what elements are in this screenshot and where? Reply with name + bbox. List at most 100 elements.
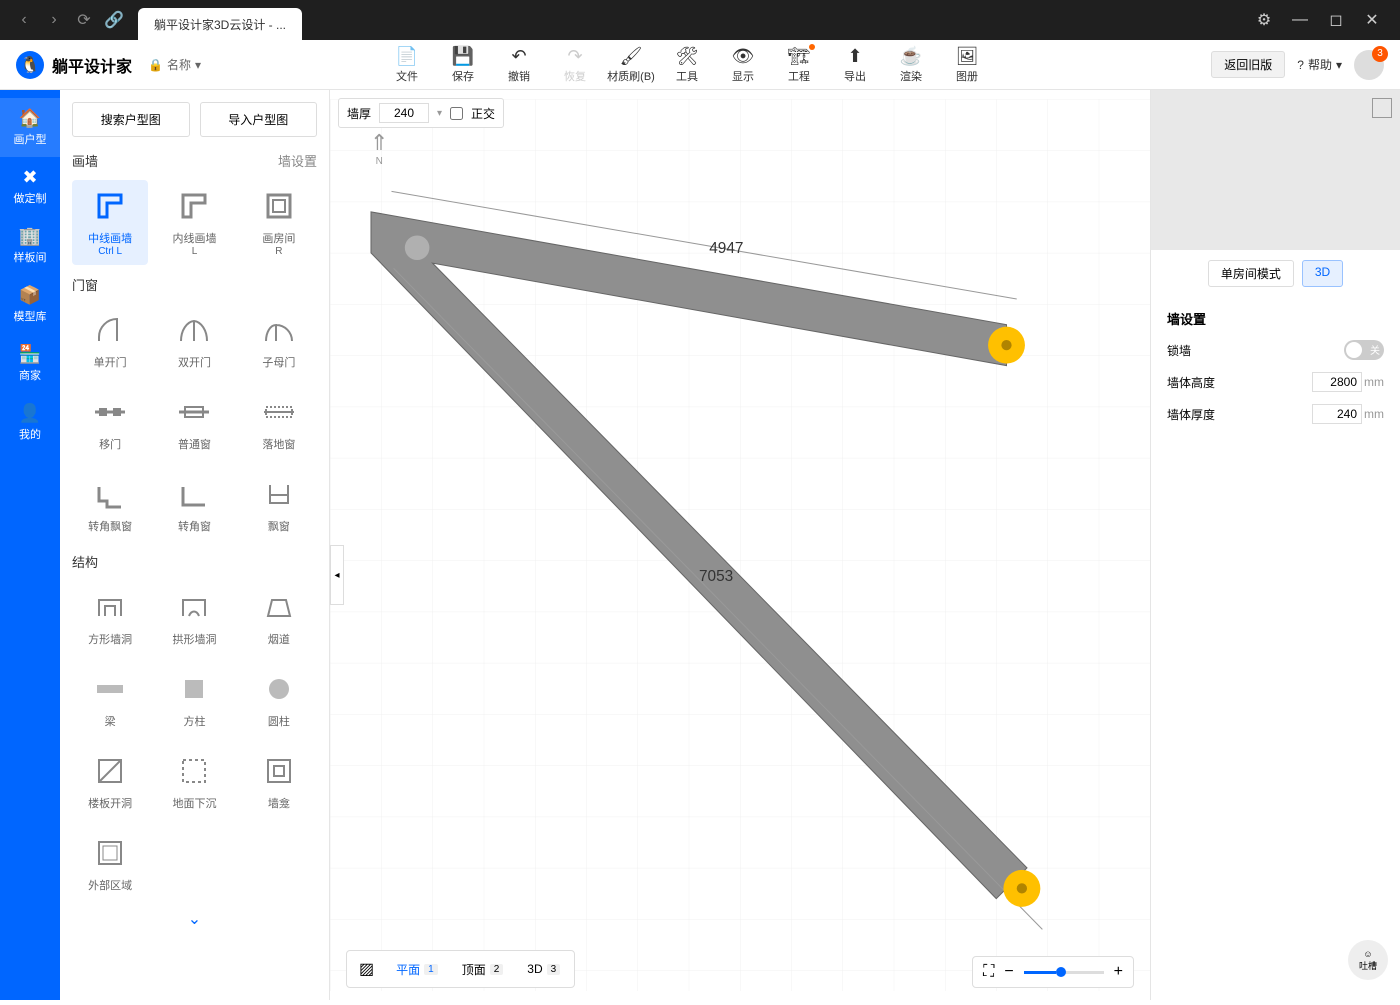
import-floorplan-button[interactable]: 导入户型图 <box>200 102 318 137</box>
tool-card[interactable]: 飘窗 <box>241 468 317 542</box>
canvas-area[interactable]: 墙厚 ▾ 正交 ⇑N ◂ <box>330 90 1150 1000</box>
tab-title: 躺平设计家3D云设计 - ... <box>154 16 286 33</box>
tool-card[interactable]: 梁 <box>72 663 148 737</box>
tool-card[interactable]: 落地窗 <box>241 386 317 460</box>
minimize-icon[interactable]: — <box>1284 4 1316 36</box>
tool-card[interactable]: 方柱 <box>156 663 232 737</box>
tool-card[interactable]: 画房间R <box>241 180 317 265</box>
tool-card[interactable]: 地面下沉 <box>156 745 232 819</box>
close-icon[interactable]: ✕ <box>1356 4 1388 36</box>
fit-icon[interactable]: ⛶ <box>983 963 994 981</box>
category-door: 门窗 <box>72 275 98 294</box>
toolbar-item[interactable]: 🛠工具 <box>661 42 713 88</box>
view-3d-button[interactable]: 3D <box>1302 260 1343 287</box>
rail-item[interactable]: 📦模型库 <box>0 275 60 334</box>
toolbar-item[interactable]: ↶撤销 <box>493 42 545 88</box>
feedback-button[interactable]: ☺吐槽 <box>1348 940 1388 980</box>
canvas-top-controls: 墙厚 ▾ 正交 <box>338 98 504 128</box>
tool-shape-icon <box>176 394 212 430</box>
tool-shape-icon <box>92 835 128 871</box>
wall-height-input[interactable] <box>1312 372 1362 392</box>
toolbar-item[interactable]: ↷恢复 <box>549 42 601 88</box>
maximize-icon[interactable]: ◻ <box>1320 4 1352 36</box>
left-panel-collapse[interactable]: ◂ <box>330 545 344 605</box>
toolbar-item[interactable]: 📄文件 <box>381 42 433 88</box>
titlebar: ‹ › ⟳ 🔗 躺平设计家3D云设计 - ... ⚙ — ◻ ✕ <box>0 0 1400 40</box>
expand-toggle-icon[interactable]: ⌄ <box>72 901 317 937</box>
tool-card[interactable]: 移门 <box>72 386 148 460</box>
settings-icon[interactable]: ⚙ <box>1248 4 1280 36</box>
toolbar-item[interactable]: 🖌材质刷(B) <box>605 42 657 88</box>
wall-thickness-input[interactable] <box>379 103 429 123</box>
hatch-icon[interactable]: ▨ <box>351 955 382 983</box>
ortho-checkbox[interactable] <box>450 107 463 120</box>
help-dropdown[interactable]: ? 帮助 ▾ <box>1297 56 1342 73</box>
tool-shape-icon <box>176 753 212 789</box>
toolbar-icon: 👁 <box>732 46 755 68</box>
tool-card[interactable]: 单开门 <box>72 304 148 378</box>
logo-icon: 🐧 <box>16 51 44 79</box>
main-toolbar: 🐧 躺平设计家 🔒 名称 ▾ 📄文件💾保存↶撤销↷恢复🖌材质刷(B)🛠工具👁显示… <box>0 40 1400 90</box>
name-dropdown[interactable]: 🔒 名称 ▾ <box>148 56 201 73</box>
app-logo: 🐧 躺平设计家 <box>16 51 132 79</box>
user-avatar[interactable]: 3 <box>1354 50 1384 80</box>
toolbar-icon: ↶ <box>511 46 526 68</box>
toolbar-item[interactable]: ☕渲染 <box>885 42 937 88</box>
tool-shape-icon <box>261 753 297 789</box>
toolbar-item[interactable]: 👁显示 <box>717 42 769 88</box>
tool-card[interactable]: 转角飘窗 <box>72 468 148 542</box>
search-floorplan-button[interactable]: 搜索户型图 <box>72 102 190 137</box>
panel-title: 墙设置 <box>1167 309 1384 328</box>
nav-back-icon[interactable]: ‹ <box>12 8 36 32</box>
tool-card[interactable]: 拱形墙洞 <box>156 581 232 655</box>
tool-card[interactable]: 转角窗 <box>156 468 232 542</box>
tool-card[interactable]: 内线画墙L <box>156 180 232 265</box>
tool-card[interactable]: 墙龛 <box>241 745 317 819</box>
rail-item[interactable]: 🏪商家 <box>0 334 60 393</box>
tool-card[interactable]: 中线画墙Ctrl L <box>72 180 148 265</box>
rail-item[interactable]: 🏢样板间 <box>0 216 60 275</box>
floorplan-canvas[interactable]: 4947 7053 <box>330 90 1150 1000</box>
view-tab-3d[interactable]: 3D3 <box>517 958 570 980</box>
browser-tab[interactable]: 躺平设计家3D云设计 - ... <box>138 8 302 40</box>
tool-card[interactable]: 子母门 <box>241 304 317 378</box>
tool-card[interactable]: 双开门 <box>156 304 232 378</box>
tool-card[interactable]: 方形墙洞 <box>72 581 148 655</box>
zoom-out-icon[interactable]: − <box>1004 963 1013 981</box>
nav-reload-icon[interactable]: ⟳ <box>72 8 96 32</box>
toolbar-item[interactable]: 🖼图册 <box>941 42 993 88</box>
minimap-expand-icon[interactable] <box>1372 98 1392 118</box>
toolbar-item[interactable]: 🏗工程 <box>773 42 825 88</box>
wall-thickness-input-right[interactable] <box>1312 404 1362 424</box>
left-rail: 🏠画户型✖做定制🏢样板间📦模型库🏪商家👤我的 <box>0 90 60 1000</box>
dropdown-icon[interactable]: ▾ <box>437 108 442 119</box>
zoom-slider[interactable] <box>1024 971 1104 974</box>
tool-shape-icon <box>92 394 128 430</box>
tool-card[interactable]: 烟道 <box>241 581 317 655</box>
tool-card[interactable]: 圆柱 <box>241 663 317 737</box>
view-tab-top[interactable]: 顶面2 <box>452 957 514 982</box>
rail-item[interactable]: 👤我的 <box>0 393 60 452</box>
nav-forward-icon[interactable]: › <box>42 8 66 32</box>
toolbar-icon: ⬆ <box>847 46 862 68</box>
tool-card[interactable]: 外部区域 <box>72 827 148 901</box>
side-panel: 搜索户型图 导入户型图 画墙 墙设置 中线画墙Ctrl L内线画墙L画房间R 门… <box>60 90 330 1000</box>
tool-shape-icon <box>92 188 128 224</box>
rail-item[interactable]: 🏠画户型 <box>0 98 60 157</box>
rail-item[interactable]: ✖做定制 <box>0 157 60 216</box>
toolbar-item[interactable]: ⬆导出 <box>829 42 881 88</box>
tool-shape-icon <box>92 476 128 512</box>
lock-wall-toggle[interactable]: 关 <box>1344 340 1384 360</box>
toolbar-icon: 🖌 <box>620 46 643 68</box>
wall-settings-link[interactable]: 墙设置 <box>278 151 317 170</box>
zoom-in-icon[interactable]: + <box>1114 963 1123 981</box>
help-icon: ? <box>1297 58 1304 72</box>
nav-link-icon[interactable]: 🔗 <box>102 8 126 32</box>
minimap[interactable] <box>1151 90 1400 250</box>
tool-card[interactable]: 楼板开洞 <box>72 745 148 819</box>
tool-card[interactable]: 普通窗 <box>156 386 232 460</box>
toolbar-item[interactable]: 💾保存 <box>437 42 489 88</box>
back-old-button[interactable]: 返回旧版 <box>1211 51 1285 78</box>
single-room-button[interactable]: 单房间模式 <box>1208 260 1294 287</box>
view-tab-plan[interactable]: 平面1 <box>386 957 448 982</box>
